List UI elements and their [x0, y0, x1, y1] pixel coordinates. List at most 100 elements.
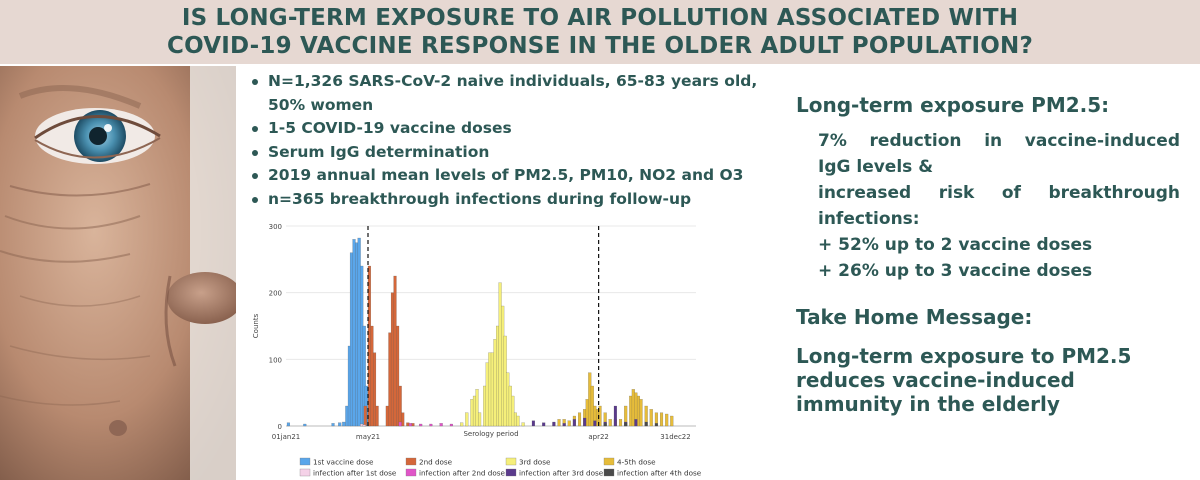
- bar: [552, 421, 556, 427]
- results-line: IgG levels &: [818, 157, 934, 177]
- bar: [665, 413, 669, 427]
- bar: [470, 399, 474, 427]
- bar: [603, 423, 607, 427]
- results-body: 7% reduction in vaccine-induced IgG leve…: [796, 128, 1180, 284]
- bar: [373, 352, 377, 427]
- take-home-line: reduces vaccine-induced: [796, 368, 1075, 392]
- results-line: increased risk of breakthrough: [818, 183, 1180, 203]
- bar: [362, 424, 366, 427]
- bar: [513, 412, 517, 427]
- bar: [639, 399, 643, 427]
- page-title-line-1: IS LONG-TERM EXPOSURE TO AIR POLLUTION A…: [181, 5, 1019, 31]
- legend-swatch: [405, 457, 417, 466]
- bar: [498, 282, 502, 427]
- bullet-item: n=365 breakthrough infections during fol…: [250, 188, 780, 212]
- bar: [488, 352, 492, 427]
- page-title-line-2: COVID-19 VACCINE RESPONSE IN THE OLDER A…: [166, 33, 1034, 59]
- legend-swatch: [505, 468, 517, 477]
- y-axis-title: Counts: [252, 313, 260, 338]
- bar: [585, 399, 589, 427]
- bar: [516, 415, 520, 427]
- bar: [345, 405, 349, 427]
- legend-swatch: [405, 468, 417, 477]
- take-home-heading: Take Home Message:: [796, 305, 1033, 329]
- bullet-text: 50% women: [268, 95, 374, 114]
- bar: [636, 395, 640, 427]
- bar: [644, 421, 648, 427]
- bar: [490, 352, 494, 427]
- x-tick-label: may21: [356, 433, 380, 441]
- bar: [531, 420, 535, 427]
- serology-histogram: 0 100 200 300 01jan21 may21 apr22 31dec22 Serolo…: [248, 218, 748, 480]
- results-line: 7% reduction in vaccine-induced: [818, 131, 1180, 151]
- histogram-svg: 0 100 200 300 01jan21 may21 apr22 31dec22 Serolo…: [252, 223, 702, 478]
- bar: [338, 422, 342, 427]
- bar: [521, 422, 525, 427]
- bar: [572, 419, 576, 427]
- bar: [439, 423, 443, 427]
- legend-label: 2nd dose: [419, 458, 453, 467]
- results-heading: Long-term exposure PM2.5:: [796, 93, 1110, 117]
- bar: [501, 305, 505, 427]
- bullet-text: n=365 breakthrough infections during fol…: [268, 189, 692, 208]
- bar: [506, 372, 510, 427]
- bar: [649, 409, 653, 427]
- x-tick-label: 01jan21: [272, 433, 301, 441]
- header-banner: IS LONG-TERM EXPOSURE TO AIR POLLUTION A…: [0, 0, 1200, 64]
- bar: [357, 237, 361, 427]
- bullet-text: N=1,326 SARS-CoV-2 naive individuals, 65…: [268, 72, 758, 90]
- bar: [593, 420, 597, 427]
- bar: [557, 419, 561, 427]
- bar: [472, 395, 476, 427]
- bar: [396, 325, 400, 427]
- take-home-body: Long-term exposure to PM2.5 reduces vacc…: [796, 344, 1180, 416]
- x-tick-label: 31dec22: [660, 433, 690, 441]
- bar: [393, 275, 397, 427]
- bullet-text: 1-5 COVID-19 vaccine doses: [268, 119, 512, 137]
- bar: [406, 422, 410, 427]
- bar: [670, 415, 674, 427]
- legend-swatch: [603, 468, 615, 477]
- x-tick-label: apr22: [588, 433, 609, 441]
- x-axis-title: Serology period: [463, 430, 518, 438]
- bar: [398, 421, 402, 427]
- bar: [567, 420, 571, 427]
- bar: [398, 385, 402, 427]
- bar: [511, 395, 515, 427]
- results-line: + 52% up to 2 vaccine doses: [818, 235, 1093, 255]
- bar: [493, 339, 497, 427]
- bar: [634, 419, 638, 427]
- bullet-item: 2019 annual mean levels of PM2.5, PM10, …: [250, 164, 780, 188]
- bar: [408, 423, 412, 427]
- bar: [390, 292, 394, 427]
- bar: [624, 422, 628, 427]
- results-line: infections:: [818, 209, 920, 229]
- y-tick-label: 300: [269, 223, 282, 231]
- legend-swatch: [299, 457, 311, 466]
- bar: [385, 405, 389, 427]
- bar: [360, 423, 364, 427]
- bullet-item: 1-5 COVID-19 vaccine doses: [250, 117, 780, 141]
- bar: [419, 423, 423, 427]
- bar: [355, 242, 359, 427]
- y-tick-label: 100: [269, 356, 282, 364]
- bar: [660, 412, 664, 427]
- legend-swatch: [603, 457, 615, 466]
- bar: [578, 412, 582, 427]
- legend-label: infection after 2nd dose: [419, 469, 505, 478]
- take-home-line: Long-term exposure to PM2.5: [796, 344, 1132, 368]
- bar: [590, 385, 594, 427]
- bar: [460, 422, 464, 427]
- legend-label: infection after 4th dose: [617, 469, 702, 478]
- bar: [352, 239, 356, 427]
- bullet-text: 2019 annual mean levels of PM2.5, PM10, …: [268, 166, 744, 184]
- bar: [349, 252, 353, 427]
- results-line: + 26% up to 3 vaccine doses: [818, 261, 1093, 281]
- take-home-line: immunity in the elderly: [796, 392, 1060, 416]
- elderly-face-photo: [0, 66, 236, 480]
- bar: [478, 412, 482, 427]
- legend-label: 1st vaccine dose: [313, 458, 374, 467]
- bar: [542, 422, 546, 427]
- bar: [303, 423, 307, 427]
- bar: [370, 325, 374, 427]
